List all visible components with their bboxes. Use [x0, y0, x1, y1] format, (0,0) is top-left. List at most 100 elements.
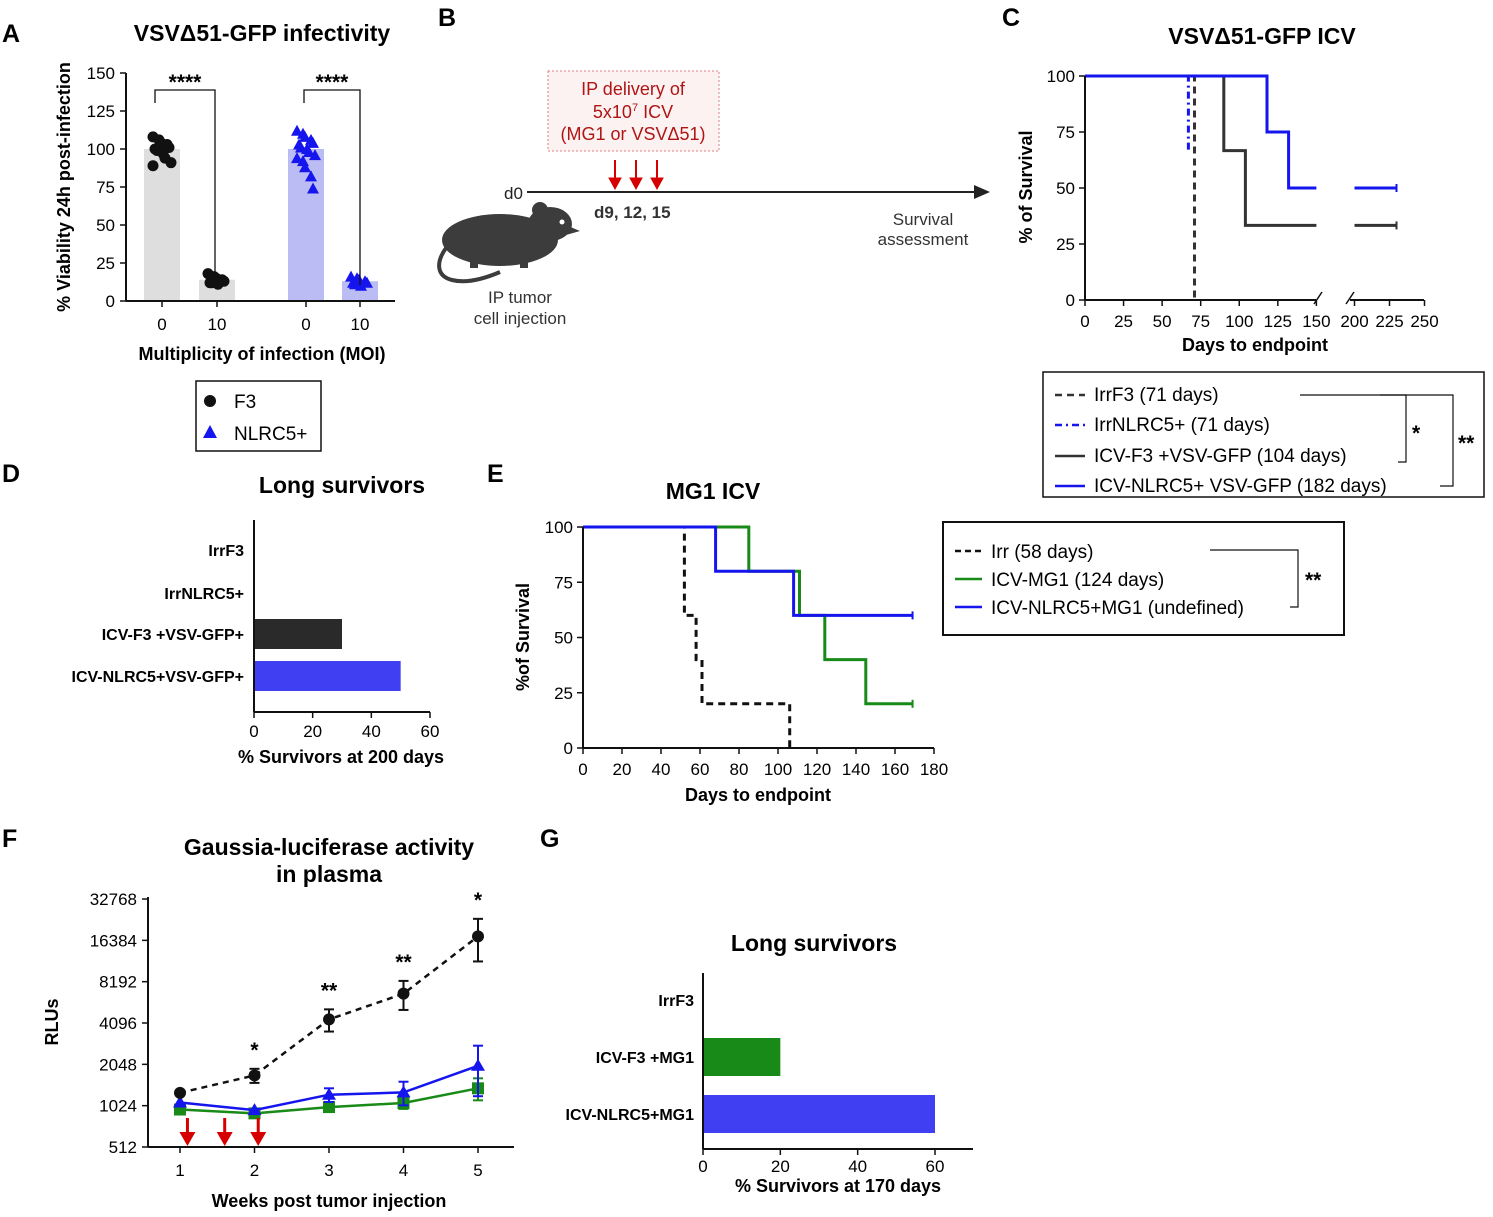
x-tick-label: 40 [362, 722, 381, 741]
bar [254, 619, 342, 649]
y-tick-label: 150 [87, 64, 115, 83]
x-tick-label: 4 [399, 1161, 408, 1180]
y-tick-label: 512 [109, 1138, 137, 1157]
panel-label-d: D [2, 460, 20, 488]
panel-a-ylabel: % Viability 24h post-infection [54, 62, 74, 312]
panel-g-chart: Long survivors % Survivors at 170 days I… [566, 930, 973, 1196]
bar [703, 1095, 935, 1133]
panel-c-xlabel: Days to endpoint [1182, 335, 1328, 355]
y-tick-label: 100 [87, 140, 115, 159]
panel-c-legend-2: IrrNLRC5+ (71 days) [1094, 415, 1270, 436]
axis-break-icon [1345, 291, 1355, 305]
panel-c-sig-1: * [1412, 422, 1421, 445]
data-point [471, 1058, 485, 1071]
x-tick-label: 75 [1191, 312, 1210, 331]
panel-d-chart: Long survivors % Survivors at 200 days I… [72, 472, 445, 767]
y-tick-label: 16384 [90, 931, 137, 950]
panel-c-sig-2: ** [1458, 432, 1475, 455]
dose-arrows [608, 160, 664, 191]
panel-a-sig-2: **** [316, 71, 350, 94]
panel-e-title: MG1 ICV [666, 478, 761, 504]
injection-line-1: IP tumor [488, 288, 552, 307]
panel-f-xlabel: Weeks post tumor injection [212, 1191, 447, 1211]
panel-a-title: VSVΔ51-GFP infectivity [134, 20, 391, 46]
category-label: ICV-NLRC5+MG1 [566, 1107, 695, 1124]
x-tick-label: 0 [249, 722, 258, 741]
category-label: ICV-F3 +VSV-GFP+ [102, 627, 244, 644]
survival-line [583, 525, 792, 748]
panel-e-xlabel: Days to endpoint [685, 785, 831, 805]
x-tick-label: 225 [1375, 312, 1403, 331]
x-tick-label: 125 [1264, 312, 1292, 331]
category-label: ICV-NLRC5+VSV-GFP+ [72, 669, 245, 686]
x-tick-label: 0 [578, 760, 587, 779]
panel-e-sig-bracket [1210, 549, 1299, 608]
data-point [299, 161, 311, 173]
x-tick-label: 250 [1410, 312, 1438, 331]
legend-circle-icon [204, 395, 216, 407]
y-tick-label: 25 [96, 254, 115, 273]
panel-c-legend [1042, 371, 1485, 498]
y-tick-label: 125 [87, 102, 115, 121]
significance-marker: ** [321, 979, 338, 1002]
data-point [307, 136, 319, 148]
x-tick-label: 60 [926, 1157, 945, 1176]
panel-f-title: Gaussia-luciferase activity [184, 834, 474, 860]
y-tick-label: 75 [1056, 123, 1075, 142]
x-tick-label: 20 [303, 722, 322, 741]
panel-c-chart: VSVΔ51-GFP ICV % of Survival Days to end… [1016, 23, 1485, 498]
panel-a-legend-nlrc5: NLRC5+ [234, 424, 307, 445]
axis-break-icon [1313, 291, 1323, 305]
data-point [247, 1103, 262, 1116]
x-tick-label: 200 [1340, 312, 1368, 331]
panel-c-legend-4: ICV-NLRC5+ VSV-GFP (182 days) [1094, 476, 1387, 497]
survival-line [1085, 74, 1317, 190]
delivery-line-1: IP delivery of [581, 79, 686, 99]
y-tick-label: 100 [1047, 67, 1075, 86]
x-tick-label: 3 [324, 1161, 333, 1180]
data-point [165, 157, 177, 169]
y-tick-label: 0 [564, 739, 573, 758]
injection-line-2: cell injection [474, 309, 567, 328]
panel-d-title: Long survivors [259, 472, 425, 498]
y-tick-label: 50 [554, 629, 573, 648]
timeline-arrowhead-icon [974, 185, 990, 199]
significance-marker: * [474, 889, 483, 912]
dose-days: d9, 12, 15 [594, 203, 671, 222]
data-point [291, 124, 303, 136]
category-label: IrrF3 [208, 543, 244, 560]
data-point [174, 1086, 186, 1099]
y-tick-label: 0 [1066, 291, 1075, 310]
data-point [212, 278, 224, 290]
x-tick-label: 10 [208, 315, 227, 334]
legend-triangle-icon [203, 425, 217, 438]
panel-f-ylabel: RLUs [42, 998, 62, 1045]
data-point [305, 170, 317, 182]
x-tick-label: 40 [848, 1157, 867, 1176]
dose-arrowhead-icon [650, 177, 664, 191]
panel-f-subtitle: in plasma [276, 861, 382, 887]
y-tick-label: 4096 [99, 1014, 137, 1033]
data-point [303, 146, 315, 158]
bar [703, 1038, 781, 1076]
x-tick-label: 1 [175, 1161, 184, 1180]
panel-label-b: B [438, 4, 456, 32]
x-tick-label: 20 [613, 760, 632, 779]
x-tick-label: 150 [1302, 312, 1330, 331]
panel-e-legend-1: Irr (58 days) [991, 542, 1093, 563]
bar [288, 149, 324, 301]
panel-label-e: E [487, 460, 504, 488]
panel-e-legend-2: ICV-MG1 (124 days) [991, 570, 1164, 591]
panel-b-schematic: IP delivery of 5x107 ICV (MG1 or VSVΔ51)… [437, 70, 990, 328]
panel-a-sig-bracket-2 [303, 89, 361, 285]
x-tick-label: 40 [652, 760, 671, 779]
category-label: ICV-F3 +MG1 [596, 1050, 694, 1067]
x-tick-label: 0 [1080, 312, 1089, 331]
panel-c-legend-3: ICV-F3 +VSV-GFP (104 days) [1094, 446, 1347, 467]
significance-marker: ** [395, 951, 412, 974]
x-tick-label: 100 [1225, 312, 1253, 331]
survival-line [583, 525, 913, 617]
survival-line [1085, 74, 1190, 151]
x-tick-label: 0 [157, 315, 166, 334]
panel-label-a: A [2, 20, 20, 48]
